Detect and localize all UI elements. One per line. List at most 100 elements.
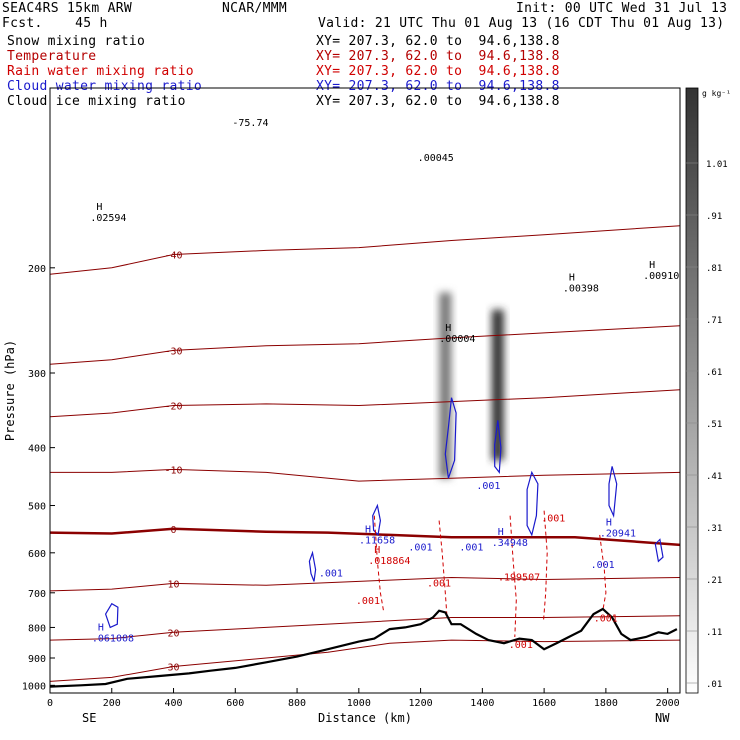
isotherm-label-5: 10 bbox=[168, 579, 180, 590]
isotherm-4 bbox=[49, 527, 681, 547]
value-label-1: .00004 bbox=[439, 334, 475, 345]
value-label-5: .11658 bbox=[359, 536, 395, 547]
x-tick-label-0: 0 bbox=[47, 698, 53, 709]
isotherm-label-0: -40 bbox=[164, 251, 182, 262]
cloud-water-contour-3 bbox=[608, 466, 618, 518]
colorbar-level-8: .21 bbox=[706, 576, 722, 586]
value-label-7: .34948 bbox=[492, 538, 528, 549]
x-tick-label-1: 200 bbox=[103, 698, 121, 709]
value-label-11: .001 bbox=[319, 568, 343, 579]
high-marker-1: H bbox=[445, 323, 451, 334]
y-axis-title: Pressure (hPa) bbox=[3, 340, 17, 441]
isotherm-5 bbox=[49, 576, 681, 592]
value-label-4: .061008 bbox=[92, 634, 134, 645]
rain-contour-0 bbox=[373, 515, 384, 611]
isotherm-label-4: 0 bbox=[171, 525, 177, 536]
left-end-label: SE bbox=[82, 711, 96, 725]
value-label-21: -75.74 bbox=[232, 118, 268, 129]
value-label-12: .001 bbox=[408, 543, 432, 554]
forecast-hour: Fcst. 45 h bbox=[2, 16, 108, 31]
isotherm-label-1: -30 bbox=[164, 346, 182, 357]
center-name: NCAR/MMM bbox=[222, 1, 288, 16]
cloud-water-contour-2 bbox=[526, 470, 539, 537]
y-tick-label-6: 800 bbox=[28, 623, 46, 634]
isotherm-label-7: 30 bbox=[168, 663, 180, 674]
value-label-15: .001 bbox=[541, 514, 565, 525]
rain-contour-1 bbox=[438, 520, 448, 615]
y-tick-label-0: 200 bbox=[28, 264, 46, 275]
legend-cloudwater-xy: XY= 207.3, 62.0 to 94.6,138.8 bbox=[316, 79, 560, 94]
value-label-19: .001 bbox=[509, 640, 533, 651]
cloud-water-contour-0 bbox=[444, 397, 457, 479]
rain-contour-3 bbox=[543, 510, 548, 621]
isotherm-label-6: 20 bbox=[168, 628, 180, 639]
value-label-13: .001 bbox=[459, 543, 483, 554]
isotherm-label-3: -10 bbox=[164, 465, 182, 476]
isotherm-3 bbox=[50, 468, 681, 482]
ice-shade-1 bbox=[491, 309, 504, 461]
x-tick-label-3: 600 bbox=[226, 698, 244, 709]
y-tick-label-3: 500 bbox=[28, 502, 46, 513]
isotherm-label-2: -20 bbox=[164, 401, 182, 412]
isotherm-1 bbox=[49, 325, 681, 365]
value-label-3: .00910 bbox=[643, 271, 679, 282]
x-tick-label-9: 1800 bbox=[594, 698, 618, 709]
legend-rain-xy: XY= 207.3, 62.0 to 94.6,138.8 bbox=[316, 64, 560, 79]
colorbar-level-1: .91 bbox=[706, 212, 722, 222]
colorbar-level-5: .51 bbox=[706, 420, 722, 430]
legend-temp-xy: XY= 207.3, 62.0 to 94.6,138.8 bbox=[316, 49, 560, 64]
high-marker-7: H bbox=[498, 527, 504, 538]
colorbar bbox=[685, 87, 699, 694]
colorbar-level-7: .31 bbox=[706, 524, 722, 534]
high-marker-5: H bbox=[365, 525, 371, 536]
valid-time: Valid: 21 UTC Thu 01 Aug 13 (16 CDT Thu … bbox=[318, 16, 725, 31]
rain-contour-4 bbox=[599, 534, 607, 611]
y-tick-label-7: 900 bbox=[28, 654, 46, 665]
value-label-2: .00398 bbox=[563, 283, 599, 294]
high-marker-6: H bbox=[374, 545, 380, 556]
value-label-17: .001 bbox=[356, 596, 380, 607]
legend-cloudice-name: Cloud ice mixing ratio bbox=[7, 94, 186, 109]
x-tick-label-8: 1600 bbox=[532, 698, 556, 709]
y-tick-label-4: 600 bbox=[28, 549, 46, 560]
run-name: SEAC4RS 15km ARW bbox=[2, 1, 133, 16]
colorbar-level-0: 1.01 bbox=[706, 160, 728, 170]
high-marker-2: H bbox=[569, 272, 575, 283]
legend-snow-xy: XY= 207.3, 62.0 to 94.6,138.8 bbox=[316, 34, 560, 49]
cloud-water-contour-6 bbox=[104, 602, 119, 629]
isotherm-2 bbox=[49, 389, 681, 418]
x-tick-label-4: 800 bbox=[288, 698, 306, 709]
value-label-0: .02594 bbox=[90, 213, 126, 224]
value-label-8: .20941 bbox=[600, 528, 636, 539]
x-tick-label-5: 1000 bbox=[347, 698, 371, 709]
legend-snow-name: Snow mixing ratio bbox=[7, 34, 146, 49]
y-tick-label-2: 400 bbox=[28, 444, 46, 455]
value-label-9: .199507 bbox=[498, 573, 540, 584]
isotherm-0 bbox=[49, 225, 681, 275]
x-tick-label-2: 400 bbox=[164, 698, 182, 709]
y-tick-label-1: 300 bbox=[28, 369, 46, 380]
high-marker-4: H bbox=[98, 623, 104, 634]
value-label-18: .001 bbox=[594, 614, 618, 625]
x-axis-title: Distance (km) bbox=[318, 711, 412, 725]
isotherm-6 bbox=[49, 615, 681, 641]
colorbar-level-6: .41 bbox=[706, 472, 722, 482]
y-tick-label-5: 700 bbox=[28, 589, 46, 600]
x-tick-label-7: 1400 bbox=[470, 698, 494, 709]
cloud-water-contour-7 bbox=[654, 538, 664, 563]
cloud-water-contour-5 bbox=[372, 503, 382, 537]
terrain-line bbox=[49, 607, 678, 688]
y-tick-label-8: 1000 bbox=[22, 681, 46, 692]
value-label-16: .001 bbox=[427, 579, 451, 590]
value-label-6: .018864 bbox=[368, 556, 410, 567]
colorbar-level-9: .11 bbox=[706, 628, 722, 638]
high-marker-3: H bbox=[649, 260, 655, 271]
x-tick-label-6: 1200 bbox=[409, 698, 433, 709]
colorbar-level-3: .71 bbox=[706, 316, 722, 326]
cloud-water-contour-1 bbox=[494, 420, 502, 475]
rain-contour-2 bbox=[509, 515, 517, 638]
colorbar-level-10: .01 bbox=[706, 680, 722, 690]
legend-cloudice-xy: XY= 207.3, 62.0 to 94.6,138.8 bbox=[316, 94, 560, 109]
init-time: Init: 00 UTC Wed 31 Jul 13 bbox=[516, 1, 728, 16]
